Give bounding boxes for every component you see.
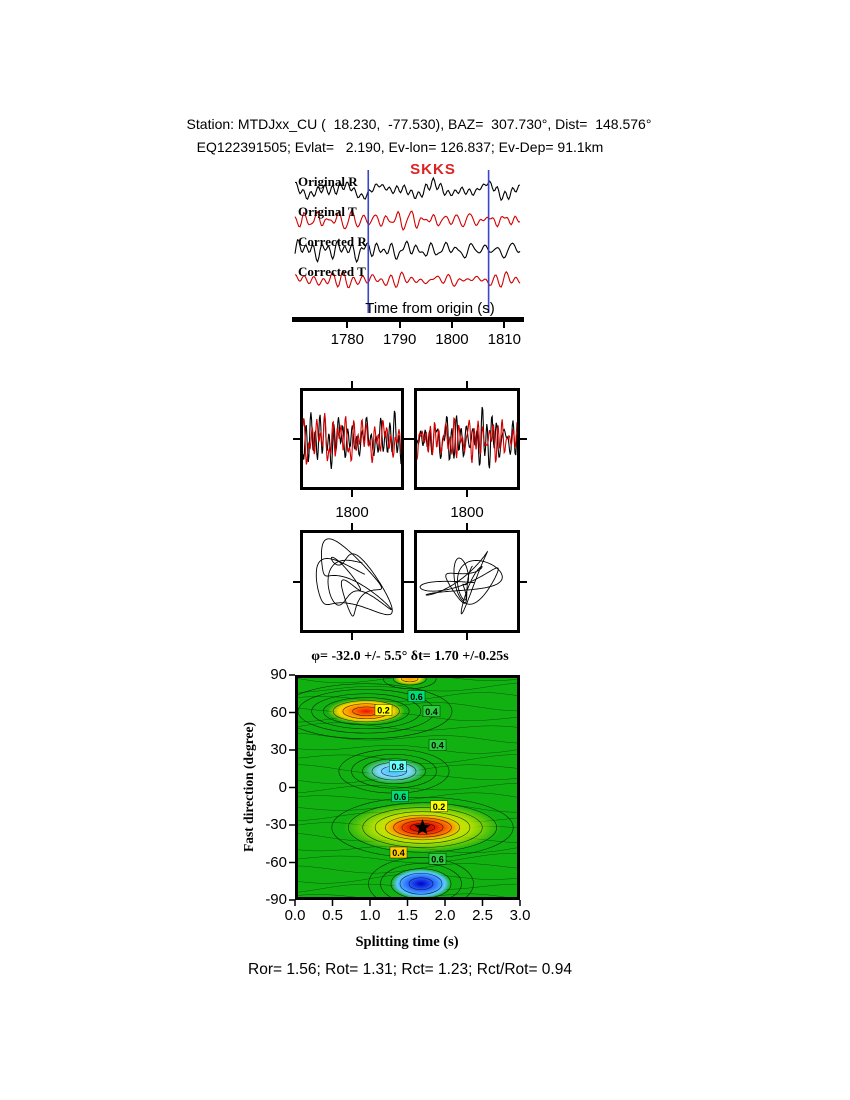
time-tick-label: 1780 <box>330 331 364 348</box>
fast-direction-tick-label: 90 <box>270 666 287 683</box>
best-fit-star <box>414 819 431 835</box>
station-info-line: Station: MTDJxx_CU ( 18.230, -77.530), B… <box>186 116 652 132</box>
x-axis-label: Splitting time (s) <box>355 934 459 950</box>
particle-motion-corrected-panel <box>407 523 527 640</box>
phase-label: SKKS <box>410 161 456 178</box>
splitting-time-tick-label: 2.5 <box>472 907 493 924</box>
splitting-time-tick-label: 0.5 <box>322 907 343 924</box>
svg-text:0.2: 0.2 <box>433 802 446 812</box>
time-tick-label: 1800 <box>435 331 469 348</box>
window-xtick-left: 1800 <box>335 504 369 521</box>
splitting-time-tick-label: 0.0 <box>284 907 306 924</box>
trace-label-corrected-r: Corrected R <box>298 234 367 249</box>
particle-motion-original-panel <box>293 523 411 640</box>
bottom-tick-icon <box>466 490 468 497</box>
particle-motion-original-plot <box>315 538 393 617</box>
top-tick-icon <box>466 381 468 388</box>
event-info-line: EQ122391505; Evlat= 2.190, Ev-lon= 126.8… <box>196 139 604 155</box>
fast-direction-tick-label: -30 <box>265 816 287 833</box>
left-tick-icon <box>407 580 414 583</box>
right-tick-icon <box>520 580 527 583</box>
svg-text:0.4: 0.4 <box>431 741 444 751</box>
left-tick-icon <box>407 438 414 440</box>
trace-label-original-r: Original R <box>298 174 358 189</box>
svg-text:0.6: 0.6 <box>410 692 423 702</box>
best-fit-title: φ= -32.0 +/- 5.5° δt= 1.70 +/-0.25s <box>311 649 509 664</box>
top-tick-icon <box>351 381 353 388</box>
time-tick <box>346 322 349 328</box>
svg-text:0.8: 0.8 <box>391 762 404 772</box>
time-tick <box>398 322 401 328</box>
svg-text:0.6: 0.6 <box>431 854 444 864</box>
trace-label-original-t: Original T <box>298 204 357 219</box>
waveform-traces-plot <box>294 170 521 313</box>
windowed-corrected-plot <box>417 406 517 469</box>
time-axis-line <box>292 317 524 322</box>
fast-direction-tick-label: -60 <box>265 853 287 871</box>
quality-stats-line: Ror= 1.56; Rot= 1.31; Rct= 1.23; Rct/Rot… <box>248 961 572 978</box>
bottom-tick-icon <box>351 633 353 640</box>
splitting-time-tick-label: 1.0 <box>359 907 381 924</box>
fast-direction-tick-label: 60 <box>270 703 287 721</box>
splitting-time-tick-label: 3.0 <box>509 907 531 924</box>
window-xtick-right: 1800 <box>450 504 484 521</box>
left-tick-icon <box>293 438 300 440</box>
splitting-time-tick-label: 1.5 <box>397 907 418 924</box>
top-tick-icon <box>466 523 468 530</box>
bottom-tick-icon <box>466 633 468 640</box>
time-tick-label: 1810 <box>487 331 521 348</box>
svg-text:0.4: 0.4 <box>425 707 438 717</box>
svg-text:0.2: 0.2 <box>377 706 390 716</box>
trace-label-corrected-t: Corrected T <box>298 264 366 279</box>
splitting-energy-contour-map: 0.60.2 0.40.40.80.60.20.40.6 <box>289 674 521 906</box>
svg-text:0.6: 0.6 <box>394 792 407 802</box>
window-panel-corrected <box>407 381 527 497</box>
window-panel-original <box>293 381 411 497</box>
top-tick-icon <box>351 523 353 530</box>
bottom-tick-icon <box>351 490 353 497</box>
y-axis-label: Fast direction (degree) <box>241 722 256 852</box>
time-tick <box>450 322 453 328</box>
fast-direction-tick-label: 0 <box>278 778 287 796</box>
time-tick <box>503 322 506 328</box>
windowed-original-plot <box>303 410 401 470</box>
fast-direction-tick-label: -90 <box>265 891 287 908</box>
time-axis-label: Time from origin (s) <box>365 300 495 317</box>
svg-text:0.4: 0.4 <box>392 848 405 858</box>
left-tick-icon <box>293 580 300 583</box>
right-tick-icon <box>520 438 527 440</box>
fast-direction-tick-label: 30 <box>270 741 287 758</box>
splitting-time-tick-label: 2.0 <box>434 907 456 924</box>
particle-motion-corrected-plot <box>419 550 503 615</box>
time-tick-label: 1790 <box>382 331 417 348</box>
